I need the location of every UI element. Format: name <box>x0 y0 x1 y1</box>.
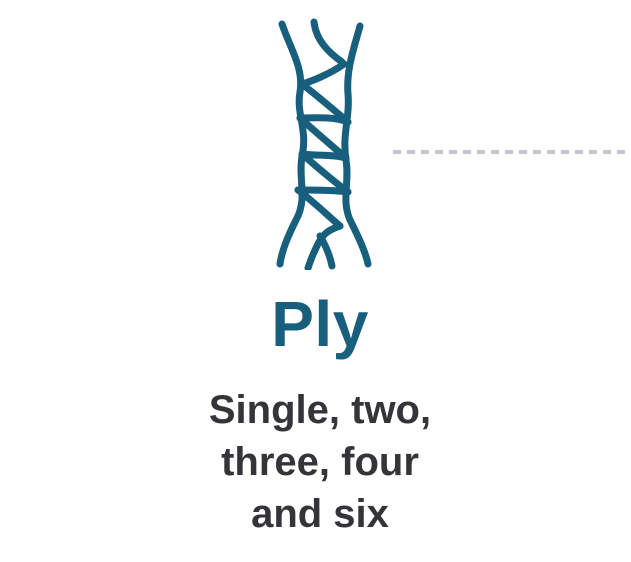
title: Ply <box>271 288 369 360</box>
description-line-2: three, four <box>221 440 419 484</box>
yarn-strand-cross <box>294 60 352 270</box>
description-line-3: and six <box>251 492 389 536</box>
dotted-connector-line <box>393 150 631 154</box>
description: Single, two, three, four and six <box>0 384 631 540</box>
yarn-strand-left <box>276 20 308 268</box>
description-line-1: Single, two, <box>208 388 432 432</box>
yarn-strands <box>276 18 372 270</box>
yarn-strand-center <box>294 18 352 270</box>
twisted-yarn-icon <box>276 18 372 270</box>
yarn-strand-right <box>341 22 372 268</box>
